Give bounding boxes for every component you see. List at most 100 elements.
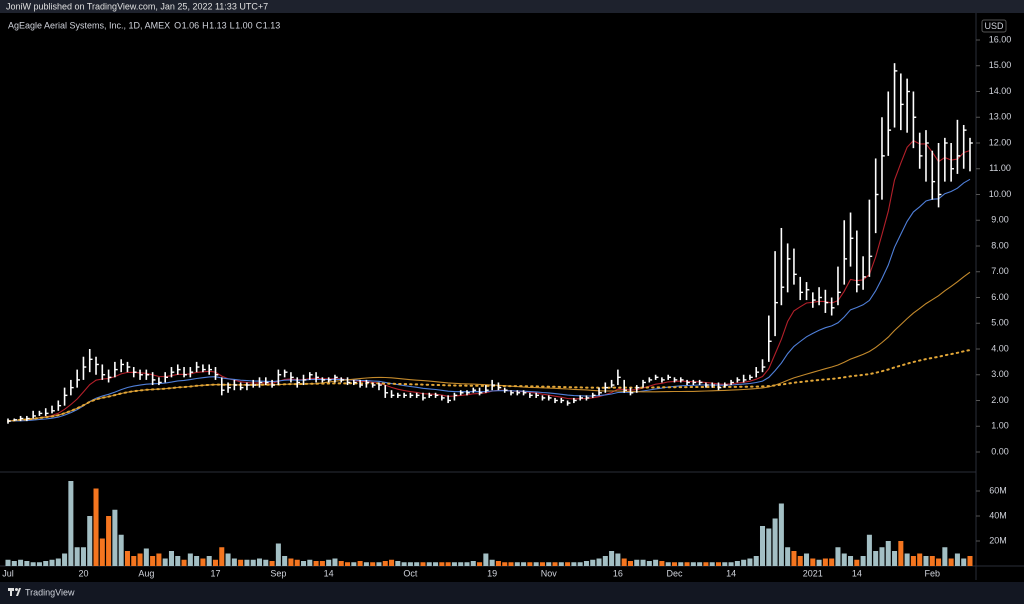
x-tick-label: Jul xyxy=(2,568,14,578)
y-tick-label: 5.00 xyxy=(991,318,1009,328)
volume-bar xyxy=(376,562,382,566)
volume-bar xyxy=(690,562,696,566)
volume-bar xyxy=(936,558,942,566)
x-tick-label: 14 xyxy=(726,568,736,578)
volume-bar xyxy=(646,561,652,566)
volume-bar xyxy=(552,562,558,566)
volume-bar xyxy=(30,562,36,566)
volume-bar xyxy=(395,561,401,566)
y-tick-label: 2.00 xyxy=(991,395,1009,405)
volume-bar xyxy=(866,534,872,566)
quote-value: 1.13 xyxy=(263,20,281,30)
volume-bar xyxy=(684,562,690,566)
x-tick-label: 20 xyxy=(78,568,88,578)
y-tick-label: 14.00 xyxy=(989,86,1012,96)
volume-bar xyxy=(577,562,583,566)
volume-bar xyxy=(734,561,740,566)
indicator-line xyxy=(7,349,971,423)
volume-bar xyxy=(194,556,200,566)
volume-bar xyxy=(80,547,86,566)
volume-bar xyxy=(910,556,916,566)
volume-bar xyxy=(627,561,633,566)
volume-bar xyxy=(187,553,193,566)
volume-bar xyxy=(150,556,156,566)
volume-bar xyxy=(250,559,256,566)
volume-bar xyxy=(841,553,847,566)
y-tick-label: 12.00 xyxy=(989,137,1012,147)
volume-bar xyxy=(942,547,948,566)
volume-bar xyxy=(225,553,231,566)
volume-bar xyxy=(219,547,225,566)
volume-bar xyxy=(74,547,80,566)
y-tick-label: 10.00 xyxy=(989,189,1012,199)
volume-bar xyxy=(502,562,508,566)
volume-bar xyxy=(206,556,212,566)
volume-bar xyxy=(791,551,797,566)
volume-bar xyxy=(923,556,929,566)
volume-bar xyxy=(822,558,828,566)
volume-bar xyxy=(917,553,923,566)
volume-bar xyxy=(451,562,457,566)
y-tick-label: 16.00 xyxy=(989,34,1012,44)
volume-bar xyxy=(301,561,307,566)
volume-bar xyxy=(565,562,571,566)
volume-bar xyxy=(804,553,810,566)
y-tick-label: 8.00 xyxy=(991,240,1009,250)
y2-tick-label: 40M xyxy=(989,510,1007,520)
volume-bar xyxy=(885,541,891,566)
x-tick-label: Oct xyxy=(403,568,418,578)
currency-box xyxy=(981,19,1007,33)
volume-bar xyxy=(420,562,426,566)
volume-bar xyxy=(728,562,734,566)
x-tick-label: 2021 xyxy=(803,568,823,578)
volume-bar xyxy=(722,562,728,566)
x-tick-label: 16 xyxy=(613,568,623,578)
volume-bar xyxy=(546,562,552,566)
volume-bar xyxy=(118,534,124,566)
volume-bar xyxy=(288,558,294,566)
volume-bar xyxy=(445,562,451,566)
volume-bar xyxy=(671,562,677,566)
volume-bar xyxy=(407,562,413,566)
volume-bar xyxy=(263,559,269,566)
volume-bar xyxy=(439,562,445,566)
quote-key: C xyxy=(256,20,263,30)
y-tick-label: 15.00 xyxy=(989,60,1012,70)
volume-bar xyxy=(282,556,288,566)
volume-bar xyxy=(93,488,99,566)
volume-bar xyxy=(68,481,74,566)
volume-bar xyxy=(181,559,187,566)
volume-bar xyxy=(785,547,791,566)
volume-bar xyxy=(848,556,854,566)
volume-bar xyxy=(954,553,960,566)
volume-bar xyxy=(747,558,753,566)
volume-bar xyxy=(929,556,935,566)
y-tick-label: 6.00 xyxy=(991,292,1009,302)
volume-bar xyxy=(62,553,68,566)
x-tick-label: Aug xyxy=(138,568,154,578)
tradingview-logo xyxy=(8,588,21,596)
volume-bar xyxy=(99,538,105,566)
volume-bar xyxy=(521,562,527,566)
volume-bar xyxy=(319,561,325,566)
y-tick-label: 13.00 xyxy=(989,112,1012,122)
volume-bar xyxy=(313,561,319,566)
x-tick-label: Dec xyxy=(666,568,683,578)
y-tick-label: 7.00 xyxy=(991,266,1009,276)
volume-bar xyxy=(489,559,495,566)
y2-tick-label: 60M xyxy=(989,485,1007,495)
volume-bar xyxy=(609,551,615,566)
volume-bar xyxy=(464,562,470,566)
volume-bar xyxy=(231,558,237,566)
volume-bar xyxy=(87,516,93,566)
x-tick-label: 17 xyxy=(210,568,220,578)
x-tick-label: Nov xyxy=(541,568,558,578)
volume-bar xyxy=(332,558,338,566)
volume-bar xyxy=(370,562,376,566)
indicator-line xyxy=(7,139,971,422)
volume-bar xyxy=(816,559,822,566)
volume-bar xyxy=(307,559,313,566)
volume-bar xyxy=(571,562,577,566)
volume-bar xyxy=(269,561,275,566)
published-note: JoniW published on TradingView.com, Jan … xyxy=(6,1,268,11)
